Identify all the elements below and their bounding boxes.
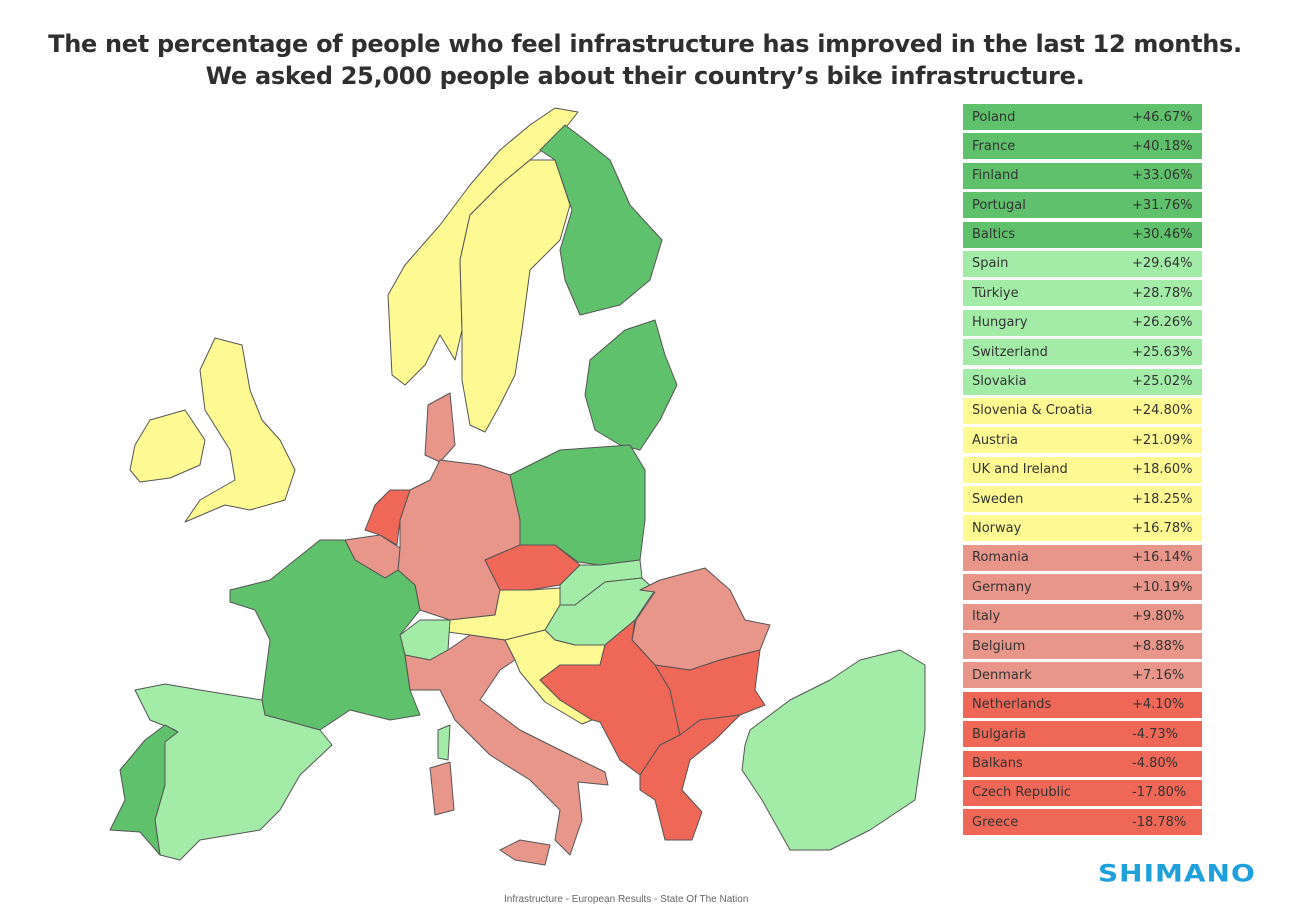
country-value: +29.64%: [1132, 256, 1193, 272]
shimano-logo: SHIMANO: [1098, 859, 1256, 888]
country-name: UK and Ireland: [972, 462, 1068, 478]
table-row: Sweden +18.25%: [963, 486, 1202, 513]
region-italy[interactable]: [404, 634, 609, 856]
table-row: Austria +21.09%: [963, 427, 1202, 454]
table-row: Czech Republic -17.80%: [963, 779, 1202, 806]
country-value: +16.14%: [1132, 550, 1193, 566]
title-line-2: We asked 25,000 people about their count…: [205, 62, 1085, 90]
country-name: Czech Republic: [972, 785, 1071, 801]
country-name: Balkans: [972, 756, 1023, 772]
region-denmark[interactable]: [424, 392, 456, 463]
region-corsica[interactable]: [437, 724, 451, 761]
country-value: +28.78%: [1132, 285, 1193, 301]
country-name: Denmark: [972, 667, 1032, 683]
country-value: +46.67%: [1132, 109, 1193, 125]
country-name: Switzerland: [972, 344, 1048, 360]
country-value: +10.19%: [1132, 579, 1193, 595]
region-sicily[interactable]: [499, 839, 551, 866]
region-portugal[interactable]: [109, 724, 179, 856]
country-value: +24.80%: [1132, 403, 1193, 419]
region-sardinia[interactable]: [429, 761, 455, 816]
country-value: +9.80%: [1132, 609, 1185, 625]
table-row: Netherlands +4.10%: [963, 691, 1202, 718]
table-row: Poland +46.67%: [963, 104, 1202, 130]
country-value: -17.80%: [1132, 785, 1187, 801]
country-value: +31.76%: [1132, 197, 1193, 213]
country-name: Slovenia & Croatia: [972, 403, 1093, 419]
region-finland[interactable]: [539, 124, 663, 316]
country-value: +40.18%: [1132, 138, 1193, 154]
region-turkiye[interactable]: [741, 649, 926, 851]
table-row: Slovenia & Croatia +24.80%: [963, 397, 1202, 424]
region-ireland[interactable]: [129, 409, 206, 483]
country-value: -18.78%: [1132, 814, 1187, 830]
table-row: Switzerland +25.63%: [963, 339, 1202, 366]
table-row: Greece -18.78%: [963, 809, 1202, 836]
region-greece[interactable]: [639, 714, 741, 841]
table-row: Türkiye +28.78%: [963, 280, 1202, 307]
region-baltics[interactable]: [584, 319, 678, 451]
europe-map: [109, 107, 926, 866]
country-name: Hungary: [972, 315, 1028, 331]
country-name: Romania: [972, 550, 1029, 566]
table-row: Germany +10.19%: [963, 574, 1202, 601]
country-value: -4.73%: [1132, 726, 1178, 742]
country-name: Greece: [972, 814, 1019, 830]
country-name: Norway: [972, 520, 1022, 536]
country-value: +8.88%: [1132, 638, 1185, 654]
country-name: Belgium: [972, 638, 1026, 654]
country-name: Türkiye: [972, 285, 1019, 301]
table-row: Portugal +31.76%: [963, 192, 1202, 219]
table-row: UK and Ireland +18.60%: [963, 456, 1202, 483]
table-row: Italy +9.80%: [963, 603, 1202, 630]
table-row: Balkans -4.80%: [963, 750, 1202, 777]
table-row: Spain +29.64%: [963, 250, 1202, 277]
country-value: +16.78%: [1132, 520, 1193, 536]
country-name: Sweden: [972, 491, 1024, 507]
footer-caption: Infrastructure - European Results - Stat…: [504, 894, 749, 905]
region-uk[interactable]: [184, 337, 296, 523]
country-name: France: [972, 138, 1016, 154]
country-value: +18.25%: [1132, 491, 1193, 507]
country-name: Italy: [972, 609, 1001, 625]
table-row: Belgium +8.88%: [963, 633, 1202, 660]
country-value: +21.09%: [1132, 432, 1193, 448]
country-name: Netherlands: [972, 697, 1052, 713]
country-name: Spain: [972, 256, 1009, 272]
results-table: Poland +46.67% France +40.18% Finland +33.06%…: [963, 104, 1202, 839]
table-row: Bulgaria -4.73%: [963, 721, 1202, 748]
title-line-1: The net percentage of people who feel in…: [48, 30, 1242, 58]
country-value: +25.02%: [1132, 374, 1193, 390]
country-value: -4.80%: [1132, 756, 1178, 772]
region-sweden[interactable]: [459, 159, 571, 433]
table-row: Finland +33.06%: [963, 162, 1202, 189]
country-name: Poland: [972, 109, 1016, 125]
table-row: France +40.18%: [963, 133, 1202, 160]
table-row: Slovakia +25.02%: [963, 368, 1202, 395]
country-name: Portugal: [972, 197, 1026, 213]
country-name: Baltics: [972, 227, 1016, 243]
country-name: Austria: [972, 432, 1018, 448]
country-value: +18.60%: [1132, 462, 1193, 478]
table-row: Norway +16.78%: [963, 515, 1202, 542]
country-value: +33.06%: [1132, 168, 1193, 184]
region-bulgaria[interactable]: [654, 649, 766, 736]
country-value: +26.26%: [1132, 315, 1193, 331]
country-value: +30.46%: [1132, 227, 1193, 243]
country-value: +25.63%: [1132, 344, 1193, 360]
table-row: Denmark +7.16%: [963, 662, 1202, 689]
table-row: Romania +16.14%: [963, 544, 1202, 571]
country-value: +7.16%: [1132, 667, 1185, 683]
country-name: Germany: [972, 579, 1032, 595]
country-name: Slovakia: [972, 374, 1027, 390]
country-name: Finland: [972, 168, 1019, 184]
table-row: Hungary +26.26%: [963, 309, 1202, 336]
country-value: +4.10%: [1132, 697, 1185, 713]
country-name: Bulgaria: [972, 726, 1026, 742]
table-row: Baltics +30.46%: [963, 221, 1202, 248]
